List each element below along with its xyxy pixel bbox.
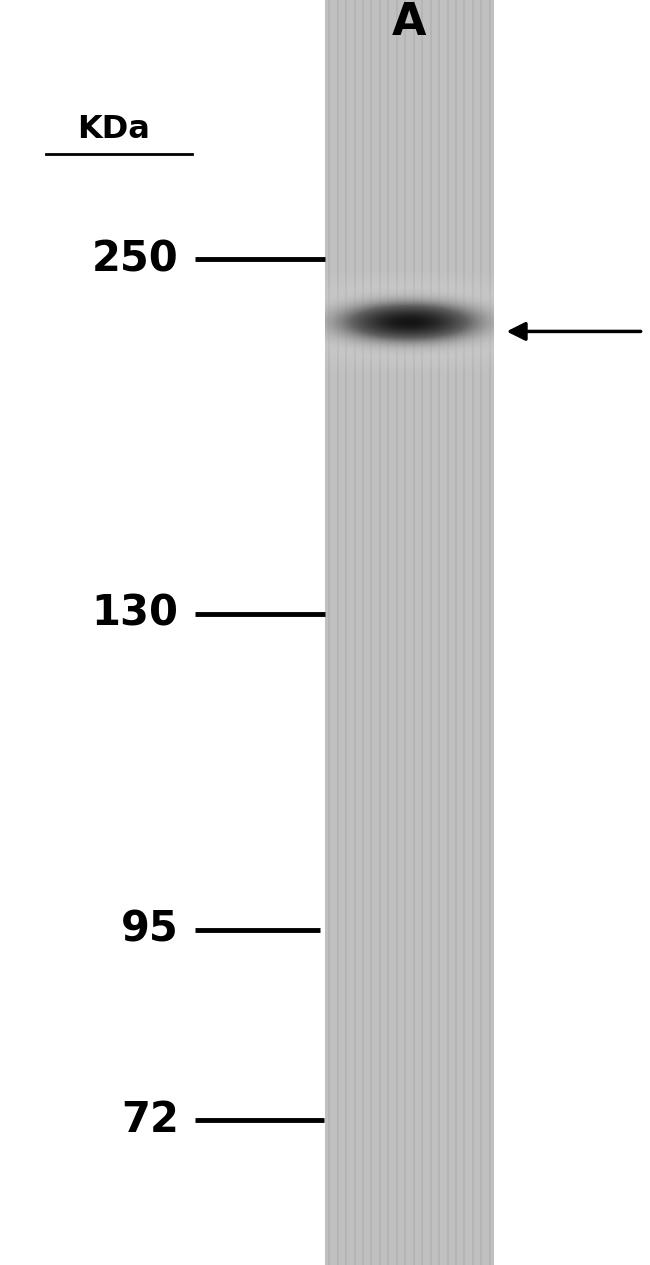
Text: A: A (392, 1, 427, 44)
Text: 72: 72 (121, 1098, 179, 1141)
Text: 250: 250 (92, 238, 179, 281)
Text: KDa: KDa (77, 114, 150, 145)
Text: 130: 130 (92, 592, 179, 635)
Text: 95: 95 (121, 908, 179, 951)
FancyBboxPatch shape (325, 0, 494, 1265)
